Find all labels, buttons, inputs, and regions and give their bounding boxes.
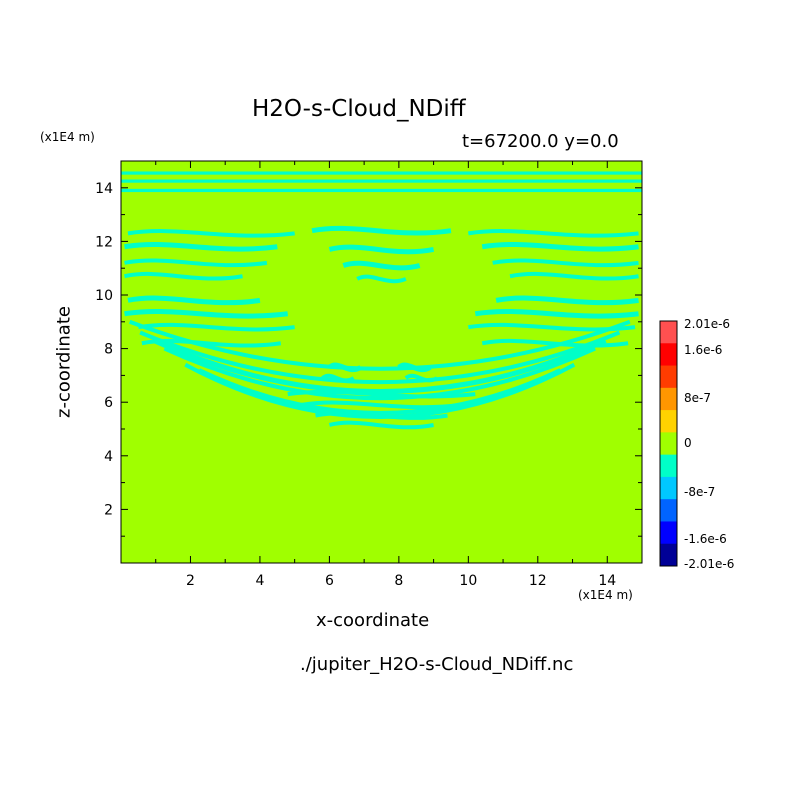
cloud-band xyxy=(121,171,642,175)
colorbar-swatch xyxy=(660,432,677,456)
colorbar-frame xyxy=(659,320,678,567)
colorbar-swatch xyxy=(660,499,677,522)
chart-title: H2O-s-Cloud_NDiff xyxy=(252,96,466,122)
y-tick-label: 8 xyxy=(104,342,113,358)
cloud-wave-band xyxy=(141,338,282,348)
cloud-wave-band xyxy=(328,244,435,255)
colorbar-label: 0 xyxy=(684,436,692,450)
colorbar-label: 8e-7 xyxy=(684,391,711,405)
colorbar-label: 2.01e-6 xyxy=(684,317,730,331)
y-axis-unit: (x1E4 m) xyxy=(40,130,95,144)
cloud-wave-band xyxy=(321,373,355,383)
cloud-wave-band xyxy=(327,362,363,373)
cloud-wave-band xyxy=(127,229,295,238)
colorbar-swatch xyxy=(660,410,677,433)
cloud-wave-band xyxy=(315,411,448,420)
x-tick-label: 8 xyxy=(394,573,403,589)
cloud-wave-band xyxy=(287,389,476,399)
x-axis-unit: (x1E4 m) xyxy=(578,588,633,602)
cloud-wave-band xyxy=(138,322,295,332)
cloud-wave-band xyxy=(468,322,636,332)
cloud-wave-band xyxy=(404,373,439,383)
colorbar-label: -8e-7 xyxy=(684,485,715,499)
x-tick-label: 10 xyxy=(459,573,477,589)
y-tick-label: 14 xyxy=(95,181,113,197)
cloud-wave-band xyxy=(124,271,243,281)
y-tick-label: 12 xyxy=(95,234,113,250)
x-tick-label: 12 xyxy=(529,573,547,589)
cloud-wave-band xyxy=(397,362,432,373)
cloud-band xyxy=(121,179,642,183)
cloud-wave-band xyxy=(311,225,452,236)
cloud-wave-band xyxy=(124,258,268,268)
cloud-wave-band xyxy=(492,258,639,268)
cloud-wave-band xyxy=(328,420,434,430)
cloud-wave-band xyxy=(124,308,289,319)
y-tick-label: 4 xyxy=(104,449,113,465)
colorbar-label: 1.6e-6 xyxy=(684,343,722,357)
cloud-wave-band xyxy=(481,241,639,252)
cloud-wave-band xyxy=(481,338,629,348)
x-tick-label: 2 xyxy=(186,573,195,589)
source-filename: ./jupiter_H2O-s-Cloud_NDiff.nc xyxy=(300,654,574,675)
cloud-arch-band xyxy=(152,338,607,394)
colorbar-swatch xyxy=(660,543,677,567)
cloud-wave-band xyxy=(124,241,278,252)
cloud-wave-band xyxy=(301,400,462,410)
cloud-band xyxy=(121,188,642,193)
cloud-wave-band xyxy=(468,229,639,238)
x-tick-label: 14 xyxy=(598,573,616,589)
y-tick-label: 2 xyxy=(104,502,113,518)
colorbar-swatch xyxy=(660,321,677,344)
colorbar-swatch xyxy=(660,343,677,367)
plot-frame xyxy=(120,160,643,564)
colorbar-swatch xyxy=(660,454,677,478)
colorbar-label: -1.6e-6 xyxy=(684,532,727,546)
y-tick-label: 10 xyxy=(95,288,113,304)
cloud-wave-band xyxy=(342,260,421,271)
chart-subtitle: t=67200.0 y=0.0 xyxy=(462,131,619,152)
colorbar-swatch xyxy=(660,387,677,411)
colorbar-swatch xyxy=(660,365,677,389)
x-axis-label: x-coordinate xyxy=(316,610,430,631)
cloud-wave-band xyxy=(474,308,639,319)
cloud-wave-band xyxy=(127,295,261,306)
x-tick-label: 4 xyxy=(255,573,264,589)
cloud-arch-band xyxy=(198,368,562,415)
cloud-wave-band xyxy=(495,295,639,306)
colorbar-swatch xyxy=(660,521,677,545)
y-tick-label: 6 xyxy=(104,395,113,411)
colorbar-swatch xyxy=(660,476,677,500)
cloud-wave-band xyxy=(356,274,407,284)
x-tick-label: 6 xyxy=(325,573,334,589)
cloud-wave-band xyxy=(509,271,639,281)
cloud-arch-band xyxy=(139,330,621,385)
cloud-arch-band xyxy=(163,346,596,401)
colorbar-label: -2.01e-6 xyxy=(684,557,734,571)
